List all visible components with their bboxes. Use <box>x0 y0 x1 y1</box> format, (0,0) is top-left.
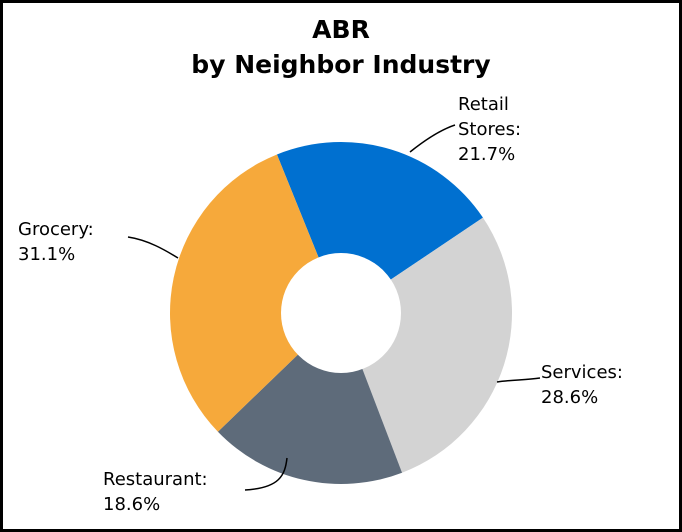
label-grocery: Grocery: 31.1% <box>18 219 94 265</box>
label-retail-stores: Retail Stores: 21.7% <box>458 94 521 165</box>
label-retail-stores-value: 21.7% <box>458 144 515 165</box>
label-services-line1: Services: <box>541 362 623 383</box>
label-retail-stores-line2: Stores: <box>458 119 521 140</box>
chart-subtitle: by Neighbor Industry <box>191 50 490 79</box>
label-restaurant-line1: Restaurant: <box>103 469 208 490</box>
label-restaurant: Restaurant: 18.6% <box>103 469 208 515</box>
label-services-value: 28.6% <box>541 387 598 408</box>
label-services: Services: 28.6% <box>541 362 623 408</box>
label-retail-stores-line1: Retail <box>458 94 509 115</box>
slice-services <box>341 217 513 473</box>
donut-hole <box>281 253 401 373</box>
leader-line-restaurant <box>244 457 288 491</box>
label-grocery-value: 31.1% <box>18 244 75 265</box>
slice-grocery <box>169 154 341 432</box>
leader-line-grocery <box>127 236 179 259</box>
leader-line-retail-stores <box>409 124 456 153</box>
label-restaurant-value: 18.6% <box>103 494 160 515</box>
leader-line-services <box>496 377 541 383</box>
label-grocery-line1: Grocery: <box>18 219 94 240</box>
chart-title: ABR <box>312 15 370 44</box>
